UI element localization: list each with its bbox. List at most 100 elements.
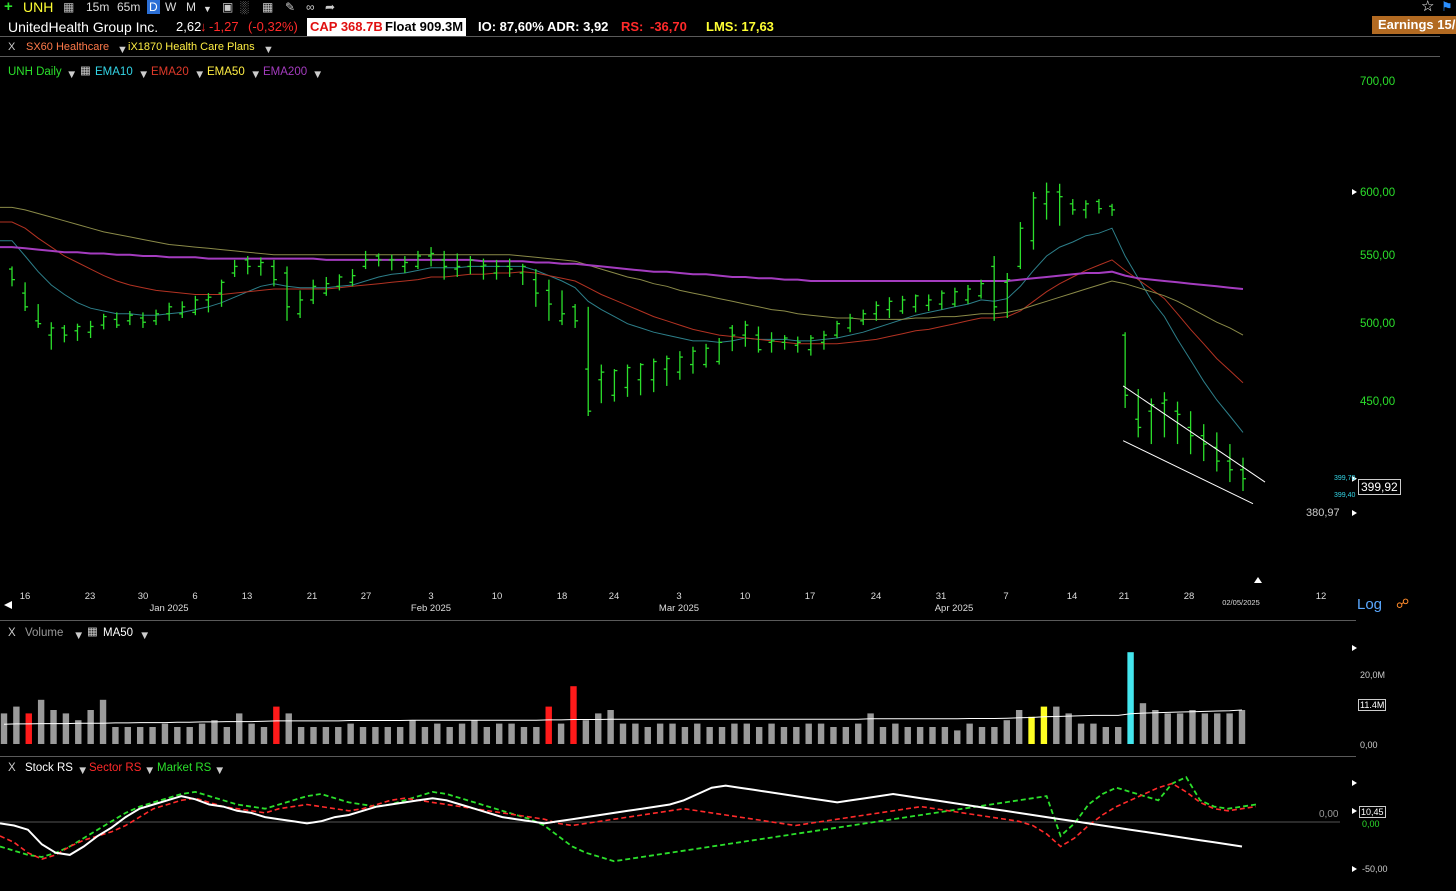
legend-sector-rs[interactable]: Sector RS [89,762,142,774]
price-chart[interactable] [0,60,1456,520]
date-tick: 21 [1119,591,1130,602]
interval-weekly[interactable]: W [165,0,177,14]
link-icon[interactable]: ∞ [306,0,315,14]
legend-stock-rs[interactable]: Stock RS [25,762,73,774]
ohlc-bar [1082,200,1089,219]
close-icon[interactable]: X [8,627,16,639]
legend-ema20[interactable]: EMA20 [151,66,189,78]
chevron-down-icon[interactable]: ▼ [77,765,89,777]
legend-ema200[interactable]: EMA200 [263,66,308,78]
close-icon[interactable]: X [8,762,16,774]
volume-bar [124,727,131,744]
volume-bar [1127,652,1134,744]
ohlc-bar [886,297,893,319]
chevron-down-icon[interactable]: ▼ [66,69,78,81]
interval-65m[interactable]: 65m [117,0,141,14]
grid-icon[interactable]: ▦ [262,0,274,14]
bars-icon[interactable]: ░ [240,0,249,14]
volume-bar [1214,713,1221,744]
volume-bar [681,727,689,744]
chevron-down-icon[interactable]: ▼ [73,630,85,642]
legend-unh-daily[interactable]: UNH Daily [8,66,62,78]
rs-chart[interactable] [0,775,1456,891]
month-tick: Mar 2025 [659,603,699,614]
date-tick: 23 [85,591,96,602]
earnings-badge[interactable]: Earnings 15/ [1372,16,1456,34]
volume-bar [1164,713,1171,744]
chevron-down-icon[interactable]: ▼ [144,765,156,777]
star-icon[interactable]: ☆ [1421,0,1435,15]
ma50-label[interactable]: MA50 [103,627,134,639]
ohlc-bar [716,337,723,365]
chevron-down-icon[interactable]: ▼ [214,765,226,777]
price-pointer-icon [1352,510,1357,516]
plus-icon[interactable]: + [4,0,13,15]
scroll-left-icon[interactable] [4,601,12,609]
date-tick: 30 [138,591,149,602]
volume-bar [236,713,243,744]
channel-lower-line [1122,440,1254,505]
chevron-down-icon[interactable]: ▼ [138,69,150,81]
ohlc-bar [441,250,448,280]
volume-bar [520,727,528,744]
ohlc-bar [35,304,42,328]
flag-icon[interactable]: ⚑ [1441,0,1453,14]
interval-15m[interactable]: 15m [86,0,110,14]
chevron-down-icon[interactable]: ▼ [263,44,274,56]
legend-ema50[interactable]: EMA50 [207,66,245,78]
date-tick: 18 [557,591,568,602]
legend-market-rs[interactable]: Market RS [157,762,212,774]
volume-bar [297,727,305,744]
lms-value: LMS: 17,63 [706,19,774,34]
ohlc-bar [126,310,133,326]
change-value: -1,27 [209,19,239,34]
lock-icon[interactable]: ☍ [1396,596,1410,611]
io-value: IO: 87,60% [478,19,544,34]
interval-monthly[interactable]: M [186,0,196,14]
scroll-up-icon[interactable] [1254,577,1262,583]
ohlc-bar [388,254,395,271]
dropdown-icon[interactable]: ▼ [203,4,212,14]
volume-legend: X Volume ▼ ▦ MA50 ▼ [0,0,200,642]
sector-label[interactable]: SX60 Healthcare [26,41,110,53]
ohlc-bar [270,259,277,287]
industry-label[interactable]: iX1870 Health Care Plans [128,41,255,53]
chevron-down-icon[interactable]: ▼ [139,630,151,642]
volume-chart[interactable] [0,640,1456,750]
series-ema50-line [0,206,1244,336]
log-scale-toggle[interactable]: Log [1357,596,1383,613]
volume-bar [867,713,874,744]
ohlc-bar [755,326,762,353]
chevron-down-icon[interactable]: ▼ [312,69,324,81]
volume-bar [1176,713,1184,744]
ohlc-bar [1017,222,1024,270]
date-tick: 3 [428,591,433,602]
legend-ema10[interactable]: EMA10 [95,66,133,78]
volume-bar [731,723,738,744]
save-icon[interactable]: ▦ [63,0,75,14]
volume-tick: 0,00 [1360,740,1378,750]
volume-label[interactable]: Volume [25,627,64,639]
rs-label: RS: [621,19,644,34]
chevron-down-icon[interactable]: ▼ [250,69,262,81]
ohlc-bar [375,253,382,267]
ohlc-bar [925,294,932,311]
ohlc-bar [847,313,854,333]
interval-daily[interactable]: D [147,0,160,14]
pencil-icon[interactable]: ✎ [285,0,296,14]
ohlc-bar [139,312,146,328]
close-icon[interactable]: X [8,41,16,53]
down-arrow-icon: ↓ [200,19,207,34]
chevron-down-icon[interactable]: ▼ [194,69,206,81]
chevron-down-icon[interactable]: ▼ [117,44,128,56]
tv-icon[interactable]: ▣ [222,0,234,14]
ohlc-bar [1069,199,1076,215]
ohlc-bar [637,363,644,396]
volume-bar [223,727,231,744]
ohlc-bar [362,250,369,270]
ohlc-bar [1213,432,1220,472]
month-tick: Jan 2025 [149,603,188,614]
ticker-symbol[interactable]: UNH [23,0,54,15]
volume-bar [1003,720,1010,744]
share-icon[interactable]: ➦ [325,0,336,14]
